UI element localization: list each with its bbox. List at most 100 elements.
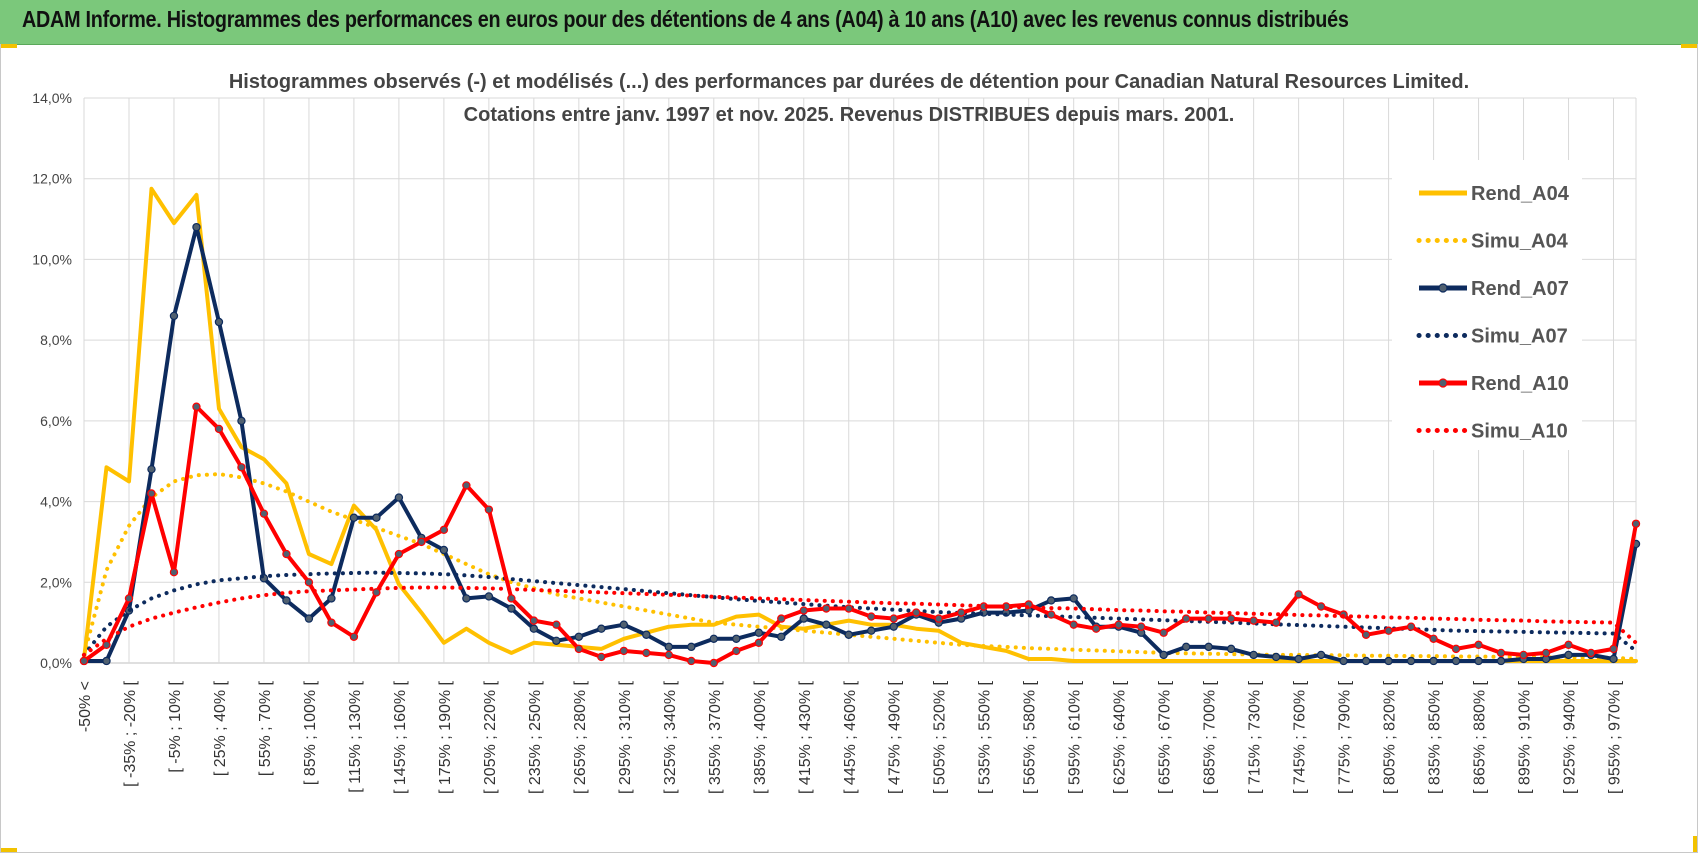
x-tick-label: [ 265% ; 280% [ xyxy=(572,680,589,794)
data-point-rend-a07 xyxy=(889,622,898,631)
data-point-rend-a10 xyxy=(349,632,359,641)
data-point-rend-a10 xyxy=(214,424,224,434)
data-point-rend-a07 xyxy=(1429,656,1438,666)
data-point-rend-a07 xyxy=(1406,656,1416,666)
data-point-rend-a10 xyxy=(124,594,134,603)
data-point-rend-a10 xyxy=(259,509,269,518)
x-tick-label: [ -5% ; 10% [ xyxy=(167,680,184,772)
data-point-rend-a10 xyxy=(1226,614,1236,623)
data-point-rend-a10 xyxy=(484,505,494,514)
data-point-rend-a10 xyxy=(844,604,853,613)
x-tick-label: [ 745% ; 760% [ xyxy=(1292,680,1309,794)
y-axis: 0,0% 2,0% 4,0% 6,0% 8,0% 10,0% 12,0% 14,0% xyxy=(32,90,72,671)
data-point-rend-a07 xyxy=(1496,656,1506,666)
x-tick-label: [ -35% ; -20% [ xyxy=(122,680,139,786)
data-point-rend-a07 xyxy=(529,624,539,633)
data-point-rend-a10 xyxy=(777,614,786,623)
data-point-rend-a07 xyxy=(147,465,156,474)
data-point-rend-a07 xyxy=(799,614,808,623)
data-point-rend-a07 xyxy=(214,317,224,327)
data-point-rend-a07 xyxy=(844,630,853,639)
legend: Rend_A04 Simu_A04 Rend_A07 Simu_A07 Rend_A10… xyxy=(1392,160,1582,450)
x-tick-label: [ 295% ; 310% [ xyxy=(617,680,634,794)
x-tick-label: [ 955% ; 970% [ xyxy=(1607,680,1624,794)
corner-accent-top-left xyxy=(1,44,17,48)
report-title: ADAM Informe. Histogrammes des performan… xyxy=(22,6,1349,32)
data-point-rend-a07 xyxy=(439,545,449,555)
data-point-rend-a10 xyxy=(1541,648,1551,658)
data-point-rend-a07 xyxy=(304,614,314,623)
x-tick-label: [ 85% ; 100% [ xyxy=(302,680,319,785)
legend-label-simu-a10: Simu_A10 xyxy=(1471,421,1568,443)
data-point-rend-a07 xyxy=(1204,642,1213,652)
data-point-rend-a07 xyxy=(619,620,629,629)
data-point-rend-a07 xyxy=(1474,656,1483,666)
data-point-rend-a07 xyxy=(1249,650,1258,660)
data-point-rend-a10 xyxy=(867,612,876,621)
data-point-rend-a10 xyxy=(1631,519,1641,528)
data-point-rend-a10 xyxy=(1451,644,1461,654)
data-point-rend-a07 xyxy=(1384,656,1393,666)
data-point-rend-a07 xyxy=(282,596,291,605)
x-tick-label: [ 715% ; 730% [ xyxy=(1247,680,1264,794)
data-point-rend-a07 xyxy=(237,416,246,426)
legend-label-rend-a10: Rend_A10 xyxy=(1471,373,1569,395)
y-tick-label: 12,0% xyxy=(32,171,72,187)
data-point-rend-a07 xyxy=(1294,654,1303,664)
data-point-rend-a07 xyxy=(687,642,696,652)
legend-marker-rend-a07 xyxy=(1438,283,1448,293)
legend-marker-rend-a10 xyxy=(1438,378,1448,388)
y-tick-label: 2,0% xyxy=(40,574,72,590)
data-point-rend-a10 xyxy=(1271,618,1281,627)
data-point-rend-a07 xyxy=(867,626,876,635)
data-point-rend-a07 xyxy=(372,513,381,522)
data-point-rend-a07 xyxy=(777,632,786,641)
data-point-rend-a10 xyxy=(619,646,629,656)
x-tick-label: [ 55% ; 70% [ xyxy=(257,680,274,776)
data-point-rend-a10 xyxy=(102,640,111,650)
data-point-rend-a10 xyxy=(1204,614,1213,623)
data-point-rend-a07 xyxy=(1451,656,1461,666)
data-point-rend-a07 xyxy=(507,604,516,613)
series-line-simu-a07 xyxy=(82,570,1638,657)
data-point-rend-a10 xyxy=(282,549,291,559)
data-point-rend-a10 xyxy=(1159,628,1168,637)
x-tick-label: [ 205% ; 220% [ xyxy=(482,680,499,794)
data-point-rend-a07 xyxy=(822,620,831,629)
data-point-rend-a10 xyxy=(754,638,763,648)
data-point-rend-a10 xyxy=(1114,620,1123,629)
x-tick-label: [ 25% ; 40% [ xyxy=(212,680,229,776)
data-point-rend-a10 xyxy=(1564,640,1573,650)
data-point-rend-a10 xyxy=(1384,626,1393,635)
x-tick-label: [ 535% ; 550% [ xyxy=(977,680,994,794)
series-line-rend-a07 xyxy=(82,225,1638,663)
data-point-rend-a10 xyxy=(1496,648,1506,658)
data-point-rend-a07 xyxy=(1316,650,1326,660)
data-point-rend-a10 xyxy=(664,650,674,660)
x-tick-label: [ 865% ; 880% [ xyxy=(1472,680,1489,794)
data-point-rend-a07 xyxy=(574,632,584,641)
data-point-rend-a10 xyxy=(237,463,246,472)
x-tick-label: -50% < xyxy=(77,681,94,732)
x-tick-label: [ 775% ; 790% [ xyxy=(1337,680,1354,794)
data-point-rend-a07 xyxy=(754,628,763,637)
x-tick-label: [ 445% ; 460% [ xyxy=(842,680,859,794)
data-point-rend-a07 xyxy=(1226,644,1236,654)
data-point-rend-a07 xyxy=(1271,652,1281,662)
x-tick-label: [ 565% ; 580% [ xyxy=(1022,680,1039,794)
x-tick-label: [ 355% ; 370% [ xyxy=(707,680,724,794)
data-point-rend-a10 xyxy=(1136,622,1146,631)
data-point-rend-a07 xyxy=(1609,654,1618,664)
x-tick-label: [ 235% ; 250% [ xyxy=(527,680,544,794)
legend-label-simu-a04: Simu_A04 xyxy=(1471,231,1569,253)
data-point-rend-a07 xyxy=(1564,650,1573,660)
data-point-rend-a10 xyxy=(147,489,156,498)
data-point-rend-a10 xyxy=(192,402,201,411)
data-point-rend-a10 xyxy=(417,537,426,547)
data-point-rend-a10 xyxy=(529,616,539,625)
x-tick-label: [ 835% ; 850% [ xyxy=(1427,680,1444,794)
x-tick-label: [ 805% ; 820% [ xyxy=(1382,680,1399,794)
data-point-rend-a07 xyxy=(642,630,651,639)
series-layer xyxy=(79,186,1641,668)
